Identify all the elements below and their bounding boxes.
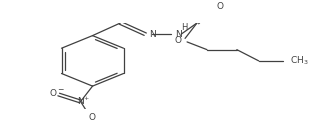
Text: N: N (175, 30, 182, 39)
Text: O: O (49, 89, 56, 98)
Text: +: + (84, 96, 89, 101)
Text: O: O (217, 2, 224, 11)
Text: H: H (181, 23, 187, 32)
Text: −: − (57, 85, 63, 94)
Text: N: N (77, 97, 84, 106)
Text: O: O (88, 113, 95, 122)
Text: CH$_3$: CH$_3$ (290, 55, 308, 67)
Text: N: N (149, 30, 156, 39)
Text: O: O (175, 36, 182, 45)
